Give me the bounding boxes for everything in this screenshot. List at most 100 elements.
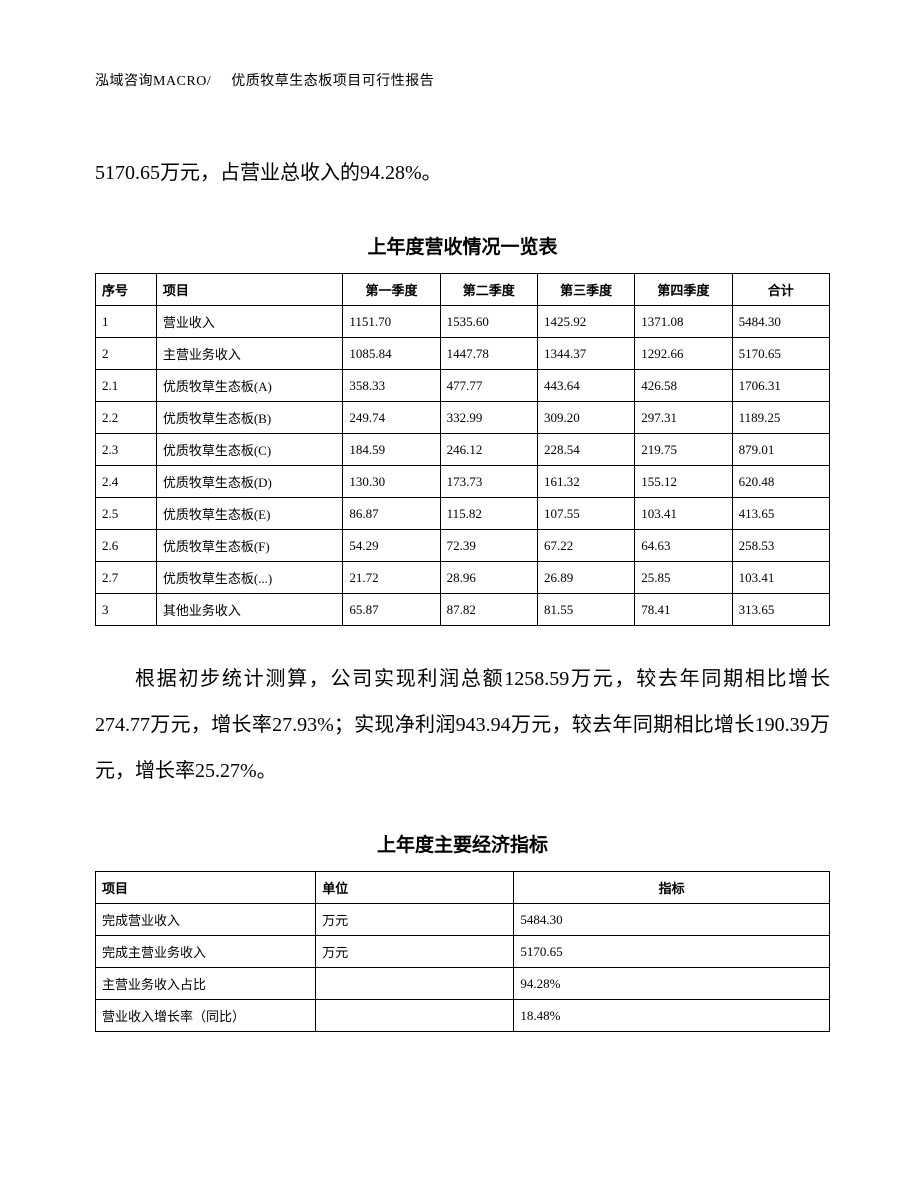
table-cell: 620.48 [732,466,829,498]
table-cell: 413.65 [732,498,829,530]
table-cell: 228.54 [537,434,634,466]
table-cell: 219.75 [635,434,732,466]
col-q4: 第四季度 [635,274,732,306]
table-cell: 65.87 [343,594,440,626]
table-cell: 1371.08 [635,306,732,338]
table-cell: 477.77 [440,370,537,402]
table2-title: 上年度主要经济指标 [95,830,830,857]
table-cell: 1189.25 [732,402,829,434]
table-cell: 25.85 [635,562,732,594]
table1-title: 上年度营收情况一览表 [95,232,830,259]
table-cell: 115.82 [440,498,537,530]
table-cell: 249.74 [343,402,440,434]
table-row: 2.5优质牧草生态板(E)86.87115.82107.55103.41413.… [96,498,830,530]
table-row: 2.2优质牧草生态板(B)249.74332.99309.20297.31118… [96,402,830,434]
table-cell: 主营业务收入占比 [96,968,316,1000]
table-cell: 其他业务收入 [156,594,343,626]
table-row: 2.7优质牧草生态板(...)21.7228.9626.8925.85103.4… [96,562,830,594]
table-cell: 优质牧草生态板(F) [156,530,343,562]
table-cell: 297.31 [635,402,732,434]
table-cell: 5484.30 [514,904,830,936]
col-item: 项目 [96,872,316,904]
col-q3: 第三季度 [537,274,634,306]
table-cell: 1706.31 [732,370,829,402]
table-row: 2.1优质牧草生态板(A)358.33477.77443.64426.58170… [96,370,830,402]
table-cell: 优质牧草生态板(...) [156,562,343,594]
table-cell: 优质牧草生态板(E) [156,498,343,530]
col-q1: 第一季度 [343,274,440,306]
table-cell: 1085.84 [343,338,440,370]
table-cell: 2 [96,338,157,370]
col-indicator: 指标 [514,872,830,904]
table-cell: 完成营业收入 [96,904,316,936]
col-item: 项目 [156,274,343,306]
document-page: 泓域咨询MACRO/ 优质牧草生态板项目可行性报告 5170.65万元，占营业总… [0,0,920,1191]
table-row: 1营业收入1151.701535.601425.921371.085484.30 [96,306,830,338]
table-cell: 173.73 [440,466,537,498]
table-cell: 87.82 [440,594,537,626]
table-cell: 2.1 [96,370,157,402]
table-row: 完成主营业务收入万元5170.65 [96,936,830,968]
table-cell: 2.5 [96,498,157,530]
table-cell: 2.4 [96,466,157,498]
table-header-row: 项目 单位 指标 [96,872,830,904]
table-cell: 主营业务收入 [156,338,343,370]
table-cell: 103.41 [732,562,829,594]
table-cell: 营业收入增长率（同比） [96,1000,316,1032]
table-cell: 完成主营业务收入 [96,936,316,968]
table-cell: 2.2 [96,402,157,434]
table-cell: 313.65 [732,594,829,626]
table-cell: 103.41 [635,498,732,530]
page-header: 泓域咨询MACRO/ 优质牧草生态板项目可行性报告 [95,70,830,90]
table-cell: 3 [96,594,157,626]
table-cell: 64.63 [635,530,732,562]
table-cell: 18.48% [514,1000,830,1032]
table-cell: 2.3 [96,434,157,466]
table-cell: 5484.30 [732,306,829,338]
table-cell: 21.72 [343,562,440,594]
table-cell: 28.96 [440,562,537,594]
table-cell: 309.20 [537,402,634,434]
table-cell: 184.59 [343,434,440,466]
table-cell: 358.33 [343,370,440,402]
table-row: 3其他业务收入65.8787.8281.5578.41313.65 [96,594,830,626]
table-cell: 86.87 [343,498,440,530]
revenue-table: 序号 项目 第一季度 第二季度 第三季度 第四季度 合计 1营业收入1151.7… [95,273,830,626]
mid-paragraph: 根据初步统计测算，公司实现利润总额1258.59万元，较去年同期相比增长274.… [95,656,830,794]
table-row: 营业收入增长率（同比） 18.48% [96,1000,830,1032]
table-cell: 1447.78 [440,338,537,370]
table-row: 2.3优质牧草生态板(C)184.59246.12228.54219.75879… [96,434,830,466]
table-row: 完成营业收入万元5484.30 [96,904,830,936]
table-cell: 优质牧草生态板(C) [156,434,343,466]
table-cell [316,968,514,1000]
table-cell: 246.12 [440,434,537,466]
table-row: 2.6优质牧草生态板(F)54.2972.3967.2264.63258.53 [96,530,830,562]
table2-body: 完成营业收入万元5484.30完成主营业务收入万元5170.65主营业务收入占比… [96,904,830,1032]
table-cell: 5170.65 [732,338,829,370]
table-cell: 5170.65 [514,936,830,968]
table-cell: 426.58 [635,370,732,402]
col-seq: 序号 [96,274,157,306]
table-cell: 332.99 [440,402,537,434]
table-cell: 2.7 [96,562,157,594]
intro-paragraph: 5170.65万元，占营业总收入的94.28%。 [95,150,830,196]
table-cell: 营业收入 [156,306,343,338]
table-cell [316,1000,514,1032]
table-cell: 1151.70 [343,306,440,338]
table-cell: 优质牧草生态板(B) [156,402,343,434]
table-cell: 258.53 [732,530,829,562]
table-row: 主营业务收入占比 94.28% [96,968,830,1000]
table-cell: 优质牧草生态板(A) [156,370,343,402]
table-cell: 879.01 [732,434,829,466]
table-cell: 1535.60 [440,306,537,338]
table-cell: 1425.92 [537,306,634,338]
col-unit: 单位 [316,872,514,904]
table-cell: 161.32 [537,466,634,498]
table-cell: 155.12 [635,466,732,498]
table-cell: 万元 [316,936,514,968]
col-q2: 第二季度 [440,274,537,306]
table-cell: 94.28% [514,968,830,1000]
table-cell: 1344.37 [537,338,634,370]
col-total: 合计 [732,274,829,306]
table-cell: 107.55 [537,498,634,530]
